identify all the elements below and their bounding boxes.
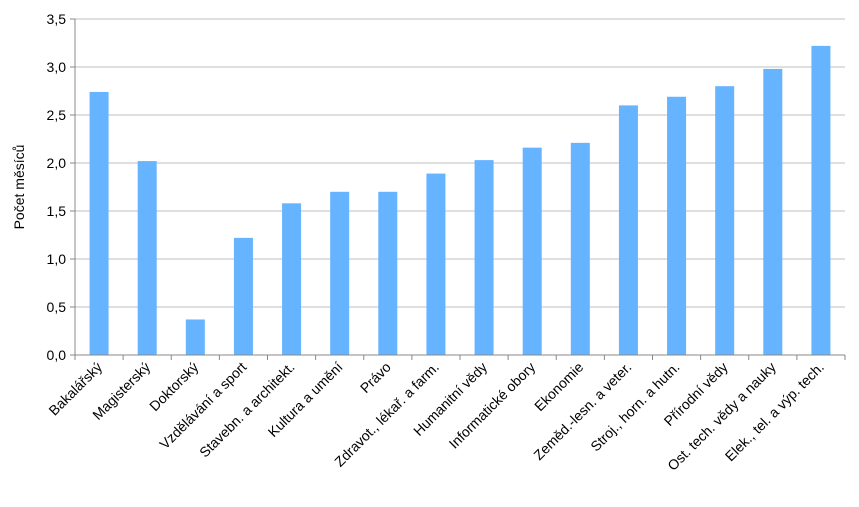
bar xyxy=(570,142,590,355)
y-tick-label: 3,5 xyxy=(47,11,67,27)
bar xyxy=(89,91,109,356)
y-tick-label: 0,5 xyxy=(47,299,67,315)
x-tick-label: Informatické obory xyxy=(446,359,539,452)
bar xyxy=(185,319,205,355)
y-tick-label: 2,5 xyxy=(47,107,67,123)
y-tick-label: 1,5 xyxy=(47,203,67,219)
bar xyxy=(618,105,638,356)
bar xyxy=(330,191,350,355)
x-tick-label: Stroj., horn. a hutn. xyxy=(587,359,683,455)
bar xyxy=(137,161,157,355)
bars xyxy=(89,45,831,356)
bar xyxy=(426,173,446,355)
x-tick-label: Vzdělávání a sport xyxy=(156,359,249,452)
y-tick-label: 2,0 xyxy=(47,155,67,171)
y-axis-tick-labels: 0,0 0,5 1,0 1,5 2,0 2,5 3,0 3,5 xyxy=(47,11,67,363)
bar xyxy=(282,203,302,355)
bar xyxy=(811,45,831,355)
bar xyxy=(378,191,398,355)
y-axis-title: Počet měsíců xyxy=(11,145,27,230)
bar xyxy=(763,68,783,356)
y-tick-label: 1,0 xyxy=(47,251,67,267)
y-tick-label: 0,0 xyxy=(47,347,67,363)
bar xyxy=(715,86,735,355)
x-tick-label: Právo xyxy=(357,359,394,396)
bar xyxy=(233,237,253,355)
bar xyxy=(474,160,494,355)
axes xyxy=(74,19,846,360)
bar xyxy=(522,147,542,355)
y-tick-label: 3,0 xyxy=(47,59,67,75)
bar xyxy=(667,96,687,355)
x-axis-tick-labels: BakalářskýMagisterskýDoktorskýVzdělávání… xyxy=(45,359,827,474)
